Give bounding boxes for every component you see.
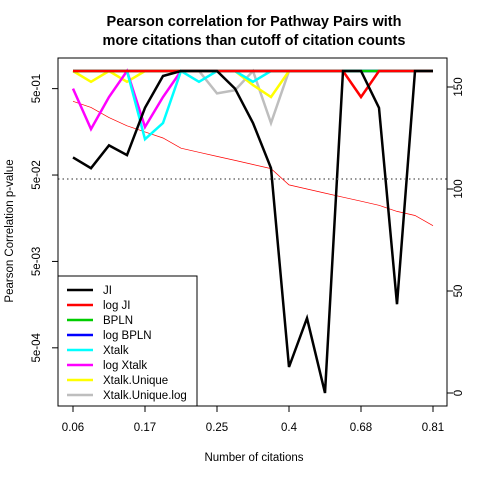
x-axis-label: Number of citations [204, 452, 303, 464]
legend-label-log-xtalk: log Xtalk [103, 360, 147, 372]
y-left-tick-label: 5e-01 [31, 74, 43, 103]
legend-label-log-ji: log JI [103, 300, 131, 312]
legend-label-xtalk: Xtalk [103, 345, 129, 357]
y-left-tick-label: 5e-03 [31, 247, 43, 276]
x-tick-label: 0.06 [62, 422, 84, 434]
y-right-tick-label: 100 [453, 179, 465, 198]
y-right-tick-label: 50 [453, 285, 465, 298]
series-layer [71, 68, 434, 394]
legend-label-log-bpln: log BPLN [103, 330, 152, 342]
x-axis: 0.06 0.17 0.25 0.4 0.68 0.81 [62, 406, 444, 434]
legend-label-ji: JI [103, 285, 112, 297]
y-left-axis: 5e-01 5e-02 5e-03 5e-04 [31, 74, 58, 363]
x-tick-label: 0.4 [281, 422, 298, 434]
y-left-tick-label: 5e-04 [31, 332, 43, 362]
y-left-tick-label: 5e-02 [31, 160, 43, 189]
y-right-tick-label: 0 [453, 390, 465, 396]
y-axis-label: Pearson Correlation p-value [4, 159, 16, 302]
plot-box [57, 57, 448, 407]
y-right-axis: 0 50 100 150 [447, 77, 465, 396]
chart-title-line-2: more citations than cutoff of citation c… [103, 33, 406, 49]
legend: JI log JI BPLN log BPLN Xtalk log Xtalk Xtalk.… [57, 275, 198, 407]
legend-label-bpln: BPLN [103, 315, 133, 327]
legend-label-xtalk-unique-log: Xtalk.Unique.log [103, 390, 187, 402]
x-tick-label: 0.68 [350, 422, 372, 434]
y-right-tick-label: 150 [453, 77, 465, 96]
legend-box [57, 275, 198, 407]
legend-label-xtalk-unique: Xtalk.Unique [103, 375, 168, 387]
x-tick-label: 0.17 [134, 422, 156, 434]
x-tick-label: 0.25 [206, 422, 228, 434]
x-tick-label: 0.81 [422, 422, 444, 434]
chart-title-line-1: Pearson correlation for Pathway Pairs wi… [107, 14, 402, 30]
